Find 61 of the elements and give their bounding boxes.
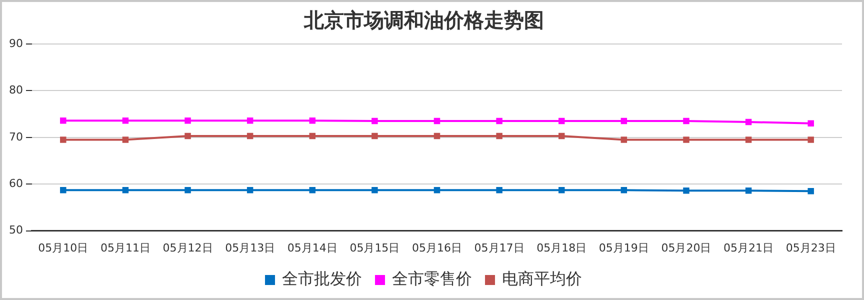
point xyxy=(620,136,628,143)
x-tick-label: 05月18日 xyxy=(536,241,587,254)
x-tick-label: 05月10日 xyxy=(38,241,88,254)
point xyxy=(620,187,628,194)
y-tick-label: 80 xyxy=(8,84,23,97)
point xyxy=(309,117,316,124)
x-tick-label: 05月19日 xyxy=(598,241,649,254)
point xyxy=(683,118,690,124)
point xyxy=(558,187,565,194)
y-tick-label: 50 xyxy=(8,224,23,237)
point xyxy=(808,136,814,143)
point xyxy=(122,117,129,124)
point xyxy=(558,118,565,124)
x-tick-label: 05月12日 xyxy=(162,241,213,254)
point xyxy=(372,187,378,194)
point xyxy=(246,117,254,124)
point xyxy=(372,118,378,124)
x-tick-label: 05月16日 xyxy=(412,241,462,254)
point xyxy=(683,188,690,194)
legend-label: 全市批发价 xyxy=(282,269,362,288)
point xyxy=(434,118,440,124)
point xyxy=(620,118,628,124)
point xyxy=(745,118,752,126)
point xyxy=(434,187,440,194)
x-tick-label: 05月23日 xyxy=(786,241,836,254)
point xyxy=(745,136,752,143)
y-tick-label: 90 xyxy=(8,36,23,50)
legend-label: 全市零售价 xyxy=(392,269,472,288)
legend-label: 电商平均价 xyxy=(502,269,582,288)
point xyxy=(683,136,690,143)
point xyxy=(60,136,66,143)
y-tick-label: 70 xyxy=(8,130,23,144)
y-tick-label: 60 xyxy=(8,176,23,190)
point xyxy=(184,132,191,140)
point xyxy=(808,188,814,194)
x-tick-label: 05月20日 xyxy=(661,241,712,254)
x-tick-label: 05月13日 xyxy=(225,241,276,254)
point xyxy=(496,118,502,124)
point xyxy=(122,187,129,194)
point xyxy=(309,187,316,194)
x-tick-label: 05月17日 xyxy=(474,241,524,254)
point xyxy=(246,132,254,140)
point xyxy=(808,120,814,127)
point xyxy=(745,188,752,194)
point xyxy=(184,117,191,124)
x-tick-label: 05月21日 xyxy=(724,241,774,254)
x-tick-label: 05月11日 xyxy=(100,241,150,254)
x-tick-label: 05月14日 xyxy=(287,241,338,254)
x-tick-label: 05月15日 xyxy=(350,241,400,254)
point xyxy=(496,187,502,194)
point xyxy=(558,132,565,140)
point xyxy=(434,132,440,140)
point xyxy=(60,117,66,124)
point xyxy=(372,132,378,140)
point xyxy=(184,187,191,194)
chart-title: 北京市场调和油价格走势图 xyxy=(303,8,544,32)
point xyxy=(60,187,66,194)
point xyxy=(122,136,129,143)
point xyxy=(496,132,502,140)
point xyxy=(309,132,316,140)
point xyxy=(246,187,254,194)
